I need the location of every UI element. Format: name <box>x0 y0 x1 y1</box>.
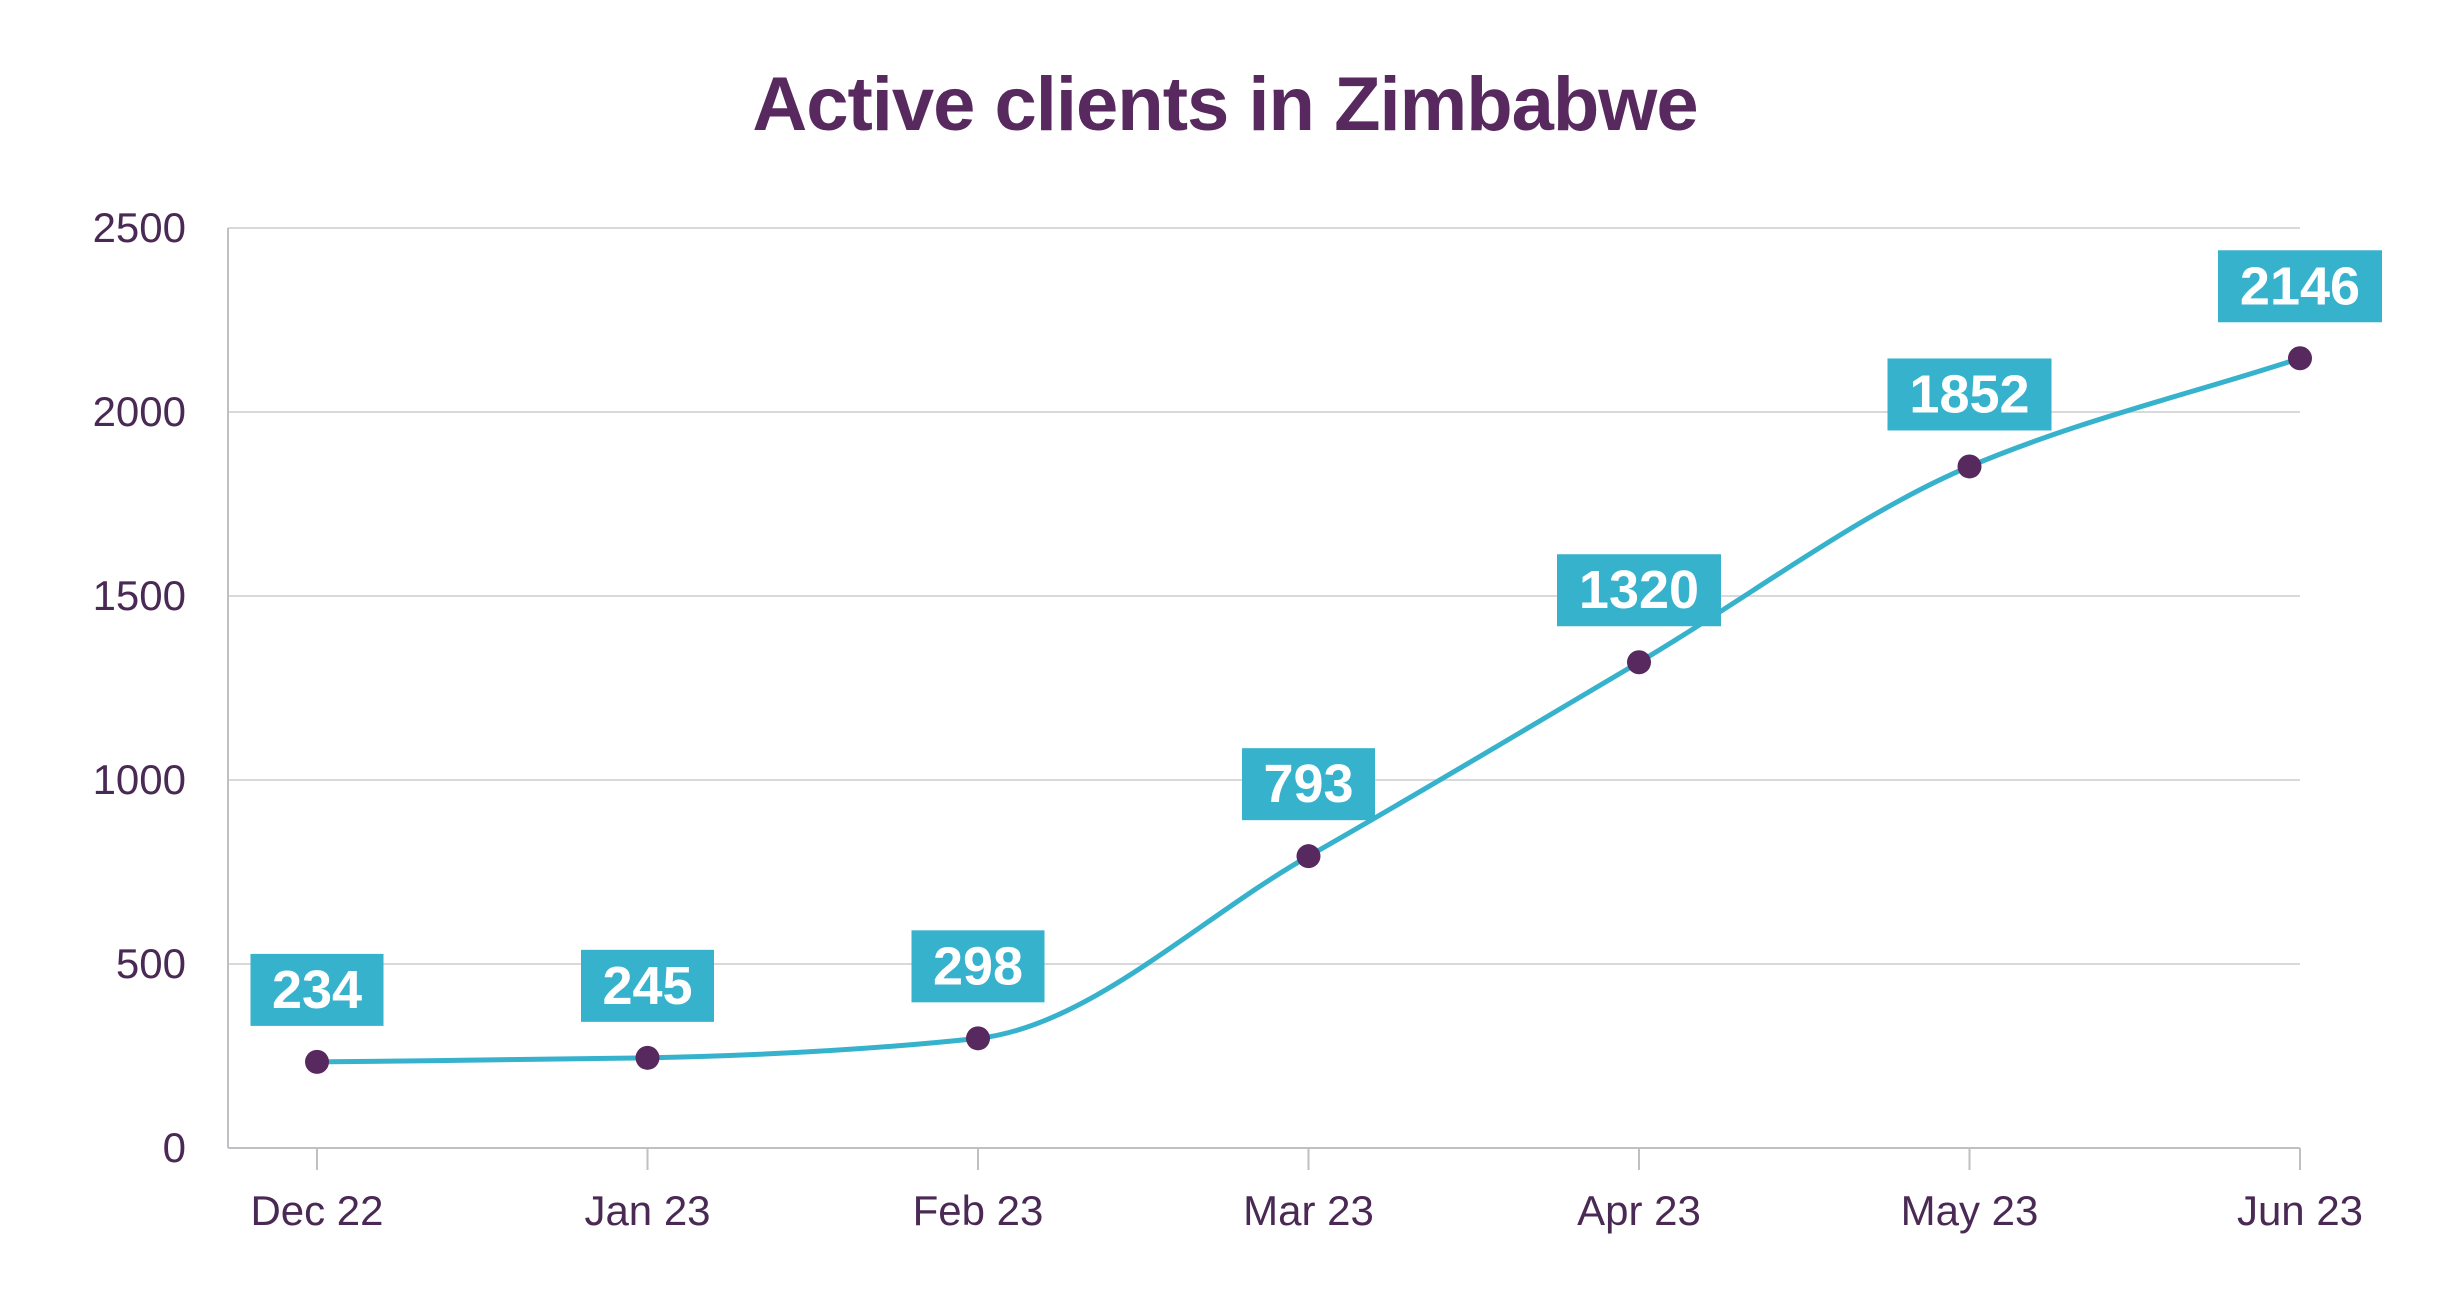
data-label-box <box>2218 250 2382 323</box>
data-label-box <box>911 930 1045 1003</box>
x-tick-label: May 23 <box>1901 1187 2039 1234</box>
data-label: 793 <box>1242 748 1375 821</box>
data-label-box <box>1887 358 2052 431</box>
data-label-value: 245 <box>602 956 692 1016</box>
data-point-marker <box>2288 346 2312 371</box>
data-label: 298 <box>911 930 1045 1003</box>
data-label-box <box>1557 554 1721 627</box>
y-tick-label: 2500 <box>93 204 186 251</box>
x-tick-label: Feb 23 <box>913 1187 1044 1234</box>
data-point-marker <box>1296 844 1321 869</box>
data-label: 1852 <box>1887 358 2052 431</box>
chart-title: Active clients in Zimbabwe <box>752 62 1697 147</box>
x-tick-label: Jun 23 <box>2237 1187 2363 1234</box>
data-label-box <box>1242 748 1375 821</box>
grid-layer <box>228 227 2300 965</box>
data-label-layer: 234 245 298 793 1320 1852 2146 <box>250 250 2382 1026</box>
data-label-value: 1852 <box>1909 364 2029 424</box>
data-label: 1320 <box>1557 554 1721 627</box>
data-point-marker <box>1957 454 1982 479</box>
data-label-value: 2146 <box>2240 256 2360 316</box>
data-label-value: 234 <box>272 960 362 1020</box>
y-tick-label: 1500 <box>93 572 186 619</box>
marker-layer <box>305 346 2312 1074</box>
y-tick-label: 2000 <box>93 388 186 435</box>
data-point-marker <box>305 1049 329 1074</box>
data-label: 234 <box>250 953 384 1026</box>
y-tick-label: 1000 <box>93 756 186 803</box>
data-label-value: 298 <box>933 936 1023 996</box>
x-tick-label: Mar 23 <box>1243 1187 1374 1234</box>
x-tick-label: Apr 23 <box>1577 1187 1701 1234</box>
data-label: 2146 <box>2218 250 2382 323</box>
data-label-box <box>581 949 714 1022</box>
data-label-box <box>250 953 384 1026</box>
data-point-marker <box>1627 650 1651 675</box>
y-tick-label: 0 <box>163 1124 186 1171</box>
data-label: 245 <box>581 949 714 1022</box>
x-tick-label: Jan 23 <box>584 1187 710 1234</box>
y-tick-label: 500 <box>116 940 186 987</box>
data-point-marker <box>966 1026 990 1051</box>
data-point-marker <box>635 1045 660 1070</box>
data-label-value: 793 <box>1263 754 1353 814</box>
axis-layer: 0 500 1000 1500 2000 2500 Dec 22 Jan 23 Feb 23 Ma… <box>93 204 2363 1234</box>
data-label-value: 1320 <box>1579 560 1699 620</box>
x-tick-label: Dec 22 <box>250 1187 383 1234</box>
